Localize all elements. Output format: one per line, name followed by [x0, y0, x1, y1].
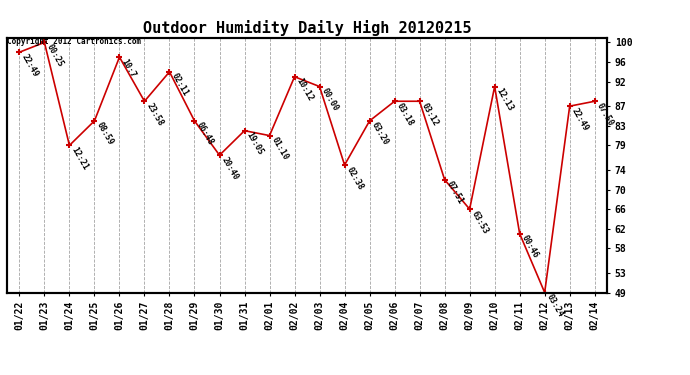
Text: 22:49: 22:49 [19, 52, 40, 78]
Text: 00:00: 00:00 [319, 87, 340, 113]
Text: 03:18: 03:18 [395, 101, 415, 128]
Text: 20:40: 20:40 [219, 155, 240, 182]
Text: 08:59: 08:59 [95, 121, 115, 147]
Text: 02:38: 02:38 [344, 165, 365, 191]
Text: 10:7: 10:7 [119, 57, 137, 79]
Text: 12:13: 12:13 [495, 87, 515, 113]
Text: 22:49: 22:49 [570, 106, 590, 132]
Text: Copyright 2012 Cartronics.com: Copyright 2012 Cartronics.com [7, 38, 141, 46]
Text: 63:53: 63:53 [470, 209, 490, 235]
Text: 01:10: 01:10 [270, 136, 290, 162]
Text: 00:46: 00:46 [520, 234, 540, 260]
Text: 07:51: 07:51 [444, 180, 465, 206]
Text: 63:20: 63:20 [370, 121, 390, 147]
Text: 07:50: 07:50 [595, 101, 615, 128]
Text: 00:25: 00:25 [44, 42, 65, 69]
Text: 19:05: 19:05 [244, 130, 265, 157]
Text: 03:24: 03:24 [544, 292, 565, 319]
Text: 12:21: 12:21 [70, 146, 90, 171]
Text: 10:12: 10:12 [295, 77, 315, 103]
Title: Outdoor Humidity Daily High 20120215: Outdoor Humidity Daily High 20120215 [143, 20, 471, 36]
Text: 06:48: 06:48 [195, 121, 215, 147]
Text: 03:12: 03:12 [420, 101, 440, 128]
Text: 23:58: 23:58 [144, 101, 165, 128]
Text: 02:11: 02:11 [170, 72, 190, 98]
